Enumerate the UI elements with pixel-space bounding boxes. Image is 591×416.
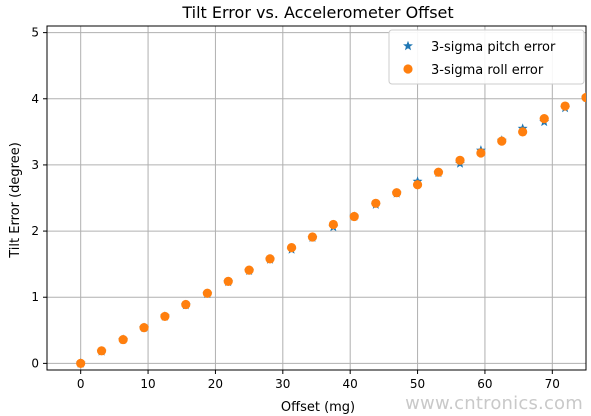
roll-error-point <box>181 299 191 310</box>
roll-error-point <box>476 148 486 158</box>
legend: 3-sigma pitch error 3-sigma roll error <box>388 29 585 85</box>
watermark-text: www.cntronics.com <box>405 393 583 414</box>
y-axis-label: Tilt Error (degree) <box>8 142 23 259</box>
roll-error-point <box>349 211 359 222</box>
y-tick-label: 0 <box>31 356 39 370</box>
legend-star-marker <box>403 40 413 51</box>
data-markers <box>75 92 586 368</box>
roll-error-point <box>244 265 254 275</box>
x-tick-label: 40 <box>343 377 358 391</box>
roll-error-point <box>539 114 549 124</box>
roll-error-point <box>392 188 402 198</box>
y-tick-label: 5 <box>31 26 39 40</box>
roll-error-point <box>223 276 233 286</box>
roll-error-point <box>96 346 107 356</box>
chart-title: Tilt Error vs. Accelerometer Offset <box>181 3 453 22</box>
plot-area <box>46 25 587 371</box>
y-axis-ticks: 0 1 2 3 4 5 <box>31 26 47 370</box>
roll-error-point <box>160 311 170 322</box>
legend-symbol-pitch <box>403 40 413 51</box>
roll-error-point <box>139 323 149 333</box>
roll-error-point <box>202 288 212 298</box>
roll-error-point <box>265 254 275 264</box>
x-tick-label: 50 <box>410 377 425 391</box>
roll-error-point <box>581 92 586 103</box>
x-axis-ticks: 0 10 20 30 40 50 60 70 <box>77 370 560 391</box>
roll-error-point <box>412 180 423 190</box>
x-tick-label: 60 <box>477 377 492 391</box>
x-tick-label: 70 <box>545 377 560 391</box>
x-tick-label: 0 <box>77 377 85 391</box>
roll-error-point <box>371 198 381 208</box>
y-tick-label: 4 <box>31 92 39 106</box>
x-tick-label: 20 <box>208 377 223 391</box>
legend-circle-marker <box>403 64 413 74</box>
y-tick-label: 2 <box>31 224 39 238</box>
roll-error-point <box>497 136 507 146</box>
roll-error-point <box>518 127 528 137</box>
x-axis-label: Offset (mg) <box>281 400 355 415</box>
legend-symbol-roll <box>403 64 413 74</box>
y-tick-label: 3 <box>31 158 39 172</box>
roll-error-point <box>455 155 465 165</box>
roll-error-point <box>560 101 570 111</box>
roll-error-point <box>286 243 297 253</box>
roll-error-point <box>433 167 444 177</box>
legend-label-roll: 3-sigma roll error <box>431 63 544 78</box>
legend-label-pitch: 3-sigma pitch error <box>431 40 556 55</box>
x-tick-label: 30 <box>275 377 290 391</box>
legend-box <box>388 29 585 85</box>
roll-error-point <box>118 334 128 345</box>
roll-error-point <box>76 358 86 368</box>
roll-error-point <box>307 232 318 242</box>
x-tick-label: 10 <box>140 377 155 391</box>
roll-error-point <box>328 219 338 230</box>
y-tick-label: 1 <box>31 290 39 304</box>
